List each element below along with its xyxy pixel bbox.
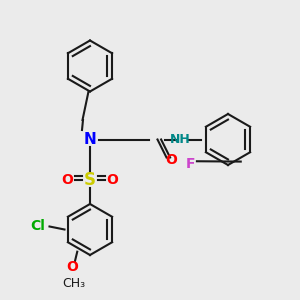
Text: O: O bbox=[61, 173, 74, 187]
Text: F: F bbox=[186, 157, 196, 171]
Text: O: O bbox=[106, 173, 119, 187]
Text: Cl: Cl bbox=[30, 220, 45, 233]
Text: CH₃: CH₃ bbox=[62, 277, 85, 290]
Text: N: N bbox=[84, 132, 96, 147]
Text: O: O bbox=[165, 154, 177, 167]
Text: O: O bbox=[66, 260, 78, 274]
Text: NH: NH bbox=[169, 133, 190, 146]
Text: S: S bbox=[84, 171, 96, 189]
